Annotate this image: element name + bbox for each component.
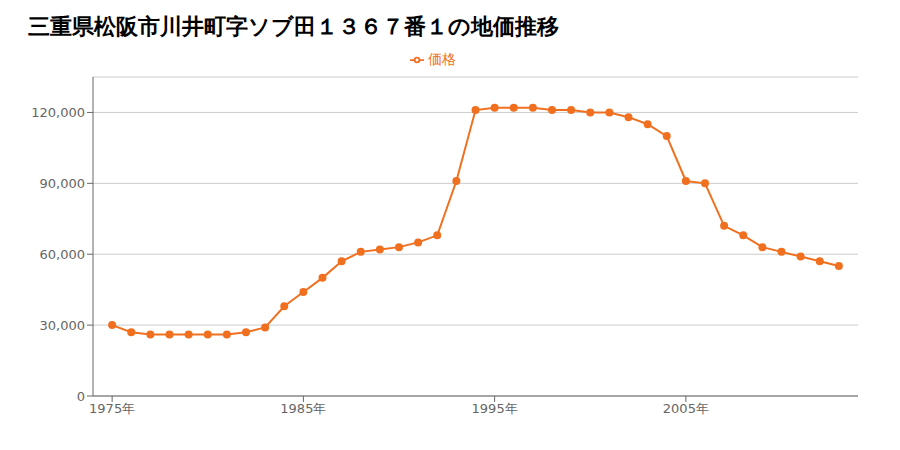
svg-text:1995年: 1995年 — [472, 401, 518, 416]
html-text:価格: 価格 — [428, 51, 456, 67]
svg-text:120,000: 120,000 — [31, 105, 85, 120]
svg-text:30,000: 30,000 — [40, 318, 86, 333]
svg-text:1975年: 1975年 — [89, 401, 135, 416]
svg-text:0: 0 — [77, 389, 85, 404]
svg-text:60,000: 60,000 — [40, 247, 86, 262]
svg-text:2005年: 2005年 — [663, 401, 709, 416]
html-text:三重県松阪市川井町字ソブ田１３６７番１の地価推移: 三重県松阪市川井町字ソブ田１３６７番１の地価推移 — [28, 14, 559, 39]
svg-text:1985年: 1985年 — [280, 401, 326, 416]
svg-text:90,000: 90,000 — [40, 176, 86, 191]
